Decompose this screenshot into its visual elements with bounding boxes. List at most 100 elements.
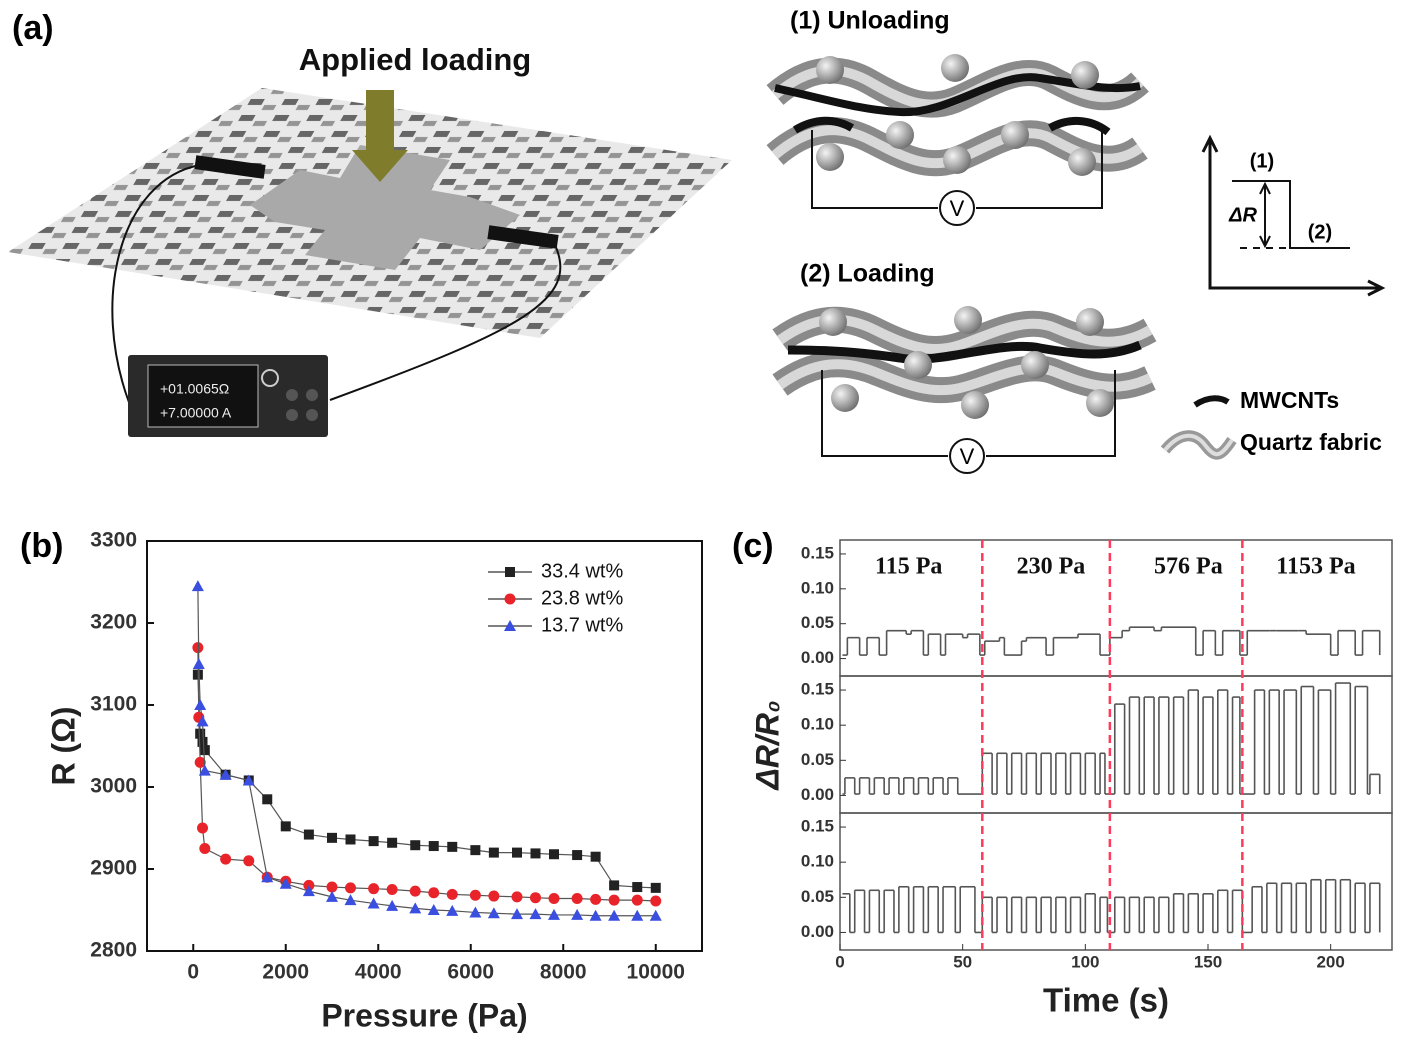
load-label: Applied loading xyxy=(299,42,532,77)
marker xyxy=(649,909,662,921)
marker xyxy=(345,882,356,894)
y-axis-label: R (Ω) xyxy=(45,707,81,786)
contact-pad xyxy=(487,225,559,249)
marker xyxy=(428,887,440,899)
marker xyxy=(326,890,338,902)
wire xyxy=(111,164,201,406)
marker xyxy=(631,894,643,906)
meter-button xyxy=(306,409,318,421)
marker xyxy=(511,891,523,903)
marker xyxy=(262,794,273,805)
marker xyxy=(386,884,398,895)
annotation: 115 Pa xyxy=(875,554,942,580)
marker xyxy=(387,837,398,848)
y-tick-label: 3300 xyxy=(90,529,137,552)
contact-pad xyxy=(194,155,266,179)
marker xyxy=(608,894,620,906)
annotation: 1153 Pa xyxy=(1276,554,1355,580)
marker xyxy=(488,847,499,858)
marker xyxy=(530,892,541,904)
annotation: 230 Pa xyxy=(1017,554,1086,580)
x-axis-label: Pressure (Pa) xyxy=(321,997,527,1033)
marker xyxy=(302,885,315,897)
marker xyxy=(650,895,662,907)
meter-button xyxy=(306,389,318,401)
state-label: (2) Loading xyxy=(800,260,935,288)
y-tick-label: 0.10 xyxy=(801,715,834,734)
marker xyxy=(512,847,522,858)
marker xyxy=(194,699,207,710)
legend-label: 33.4 wt% xyxy=(541,560,623,582)
marker xyxy=(196,715,209,727)
marker xyxy=(243,855,255,867)
load-arrow xyxy=(352,90,408,182)
marker xyxy=(571,908,584,920)
marker xyxy=(344,894,357,906)
unloading-structure xyxy=(766,54,1149,226)
marker xyxy=(345,834,356,845)
plot-frame xyxy=(839,812,1393,951)
marker xyxy=(590,851,601,862)
y-tick-label: 3000 xyxy=(90,775,137,798)
marker xyxy=(487,907,500,919)
x-tick-label: 0 xyxy=(835,952,844,971)
marker xyxy=(446,888,458,900)
marker xyxy=(488,890,500,902)
state-label: (1) Unloading xyxy=(790,7,950,35)
legend-label: 23.8 wt% xyxy=(541,587,623,609)
marker xyxy=(446,904,459,916)
marker xyxy=(409,902,422,914)
y-tick-label: 0.15 xyxy=(801,817,834,836)
inset-axes xyxy=(1201,134,1386,297)
marker xyxy=(609,880,620,891)
marker xyxy=(242,774,255,786)
x-tick-label: 150 xyxy=(1194,952,1222,971)
y-tick-label: 0.00 xyxy=(801,785,834,804)
meter-reading: +7.00000 A xyxy=(160,405,232,421)
marker xyxy=(198,764,211,776)
inset-label: (2) xyxy=(1308,221,1332,243)
marker xyxy=(608,909,621,921)
marker xyxy=(530,848,541,859)
legend-swatch xyxy=(1193,395,1230,408)
marker xyxy=(632,882,643,893)
data-line xyxy=(197,674,656,889)
marker xyxy=(197,736,208,747)
y-tick-label: 0.10 xyxy=(801,852,834,871)
plot-frame xyxy=(146,540,703,952)
marker xyxy=(191,580,204,592)
marker xyxy=(326,881,338,893)
panel-label: (b) xyxy=(20,527,63,565)
marker xyxy=(261,871,274,883)
marker xyxy=(303,829,314,840)
x-tick-label: 4000 xyxy=(355,961,402,984)
marker xyxy=(469,906,482,918)
marker xyxy=(427,904,440,915)
marker xyxy=(469,889,481,901)
marker xyxy=(368,883,380,895)
meter-button xyxy=(286,389,298,401)
panel-label: (c) xyxy=(732,527,774,565)
marker xyxy=(192,658,205,669)
x-axis-label: Time (s) xyxy=(1043,982,1169,1019)
y-tick-label: 3200 xyxy=(90,611,137,634)
inset-label: (1) xyxy=(1250,150,1274,172)
marker xyxy=(220,853,232,865)
y-tick-label: 2800 xyxy=(90,939,137,962)
plot-frame xyxy=(839,675,1393,814)
marker xyxy=(571,893,583,905)
legend-label: MWCNTs xyxy=(1240,387,1339,413)
marker xyxy=(470,845,481,856)
marker xyxy=(409,885,421,897)
voltmeter-label: V xyxy=(960,444,975,469)
marker xyxy=(572,850,583,861)
marker xyxy=(192,642,204,654)
marker xyxy=(548,908,560,920)
x-tick-label: 0 xyxy=(187,961,199,984)
data-line xyxy=(197,647,656,902)
marker xyxy=(368,836,379,847)
wire xyxy=(329,244,562,401)
marker xyxy=(197,822,208,834)
marker xyxy=(279,877,292,889)
